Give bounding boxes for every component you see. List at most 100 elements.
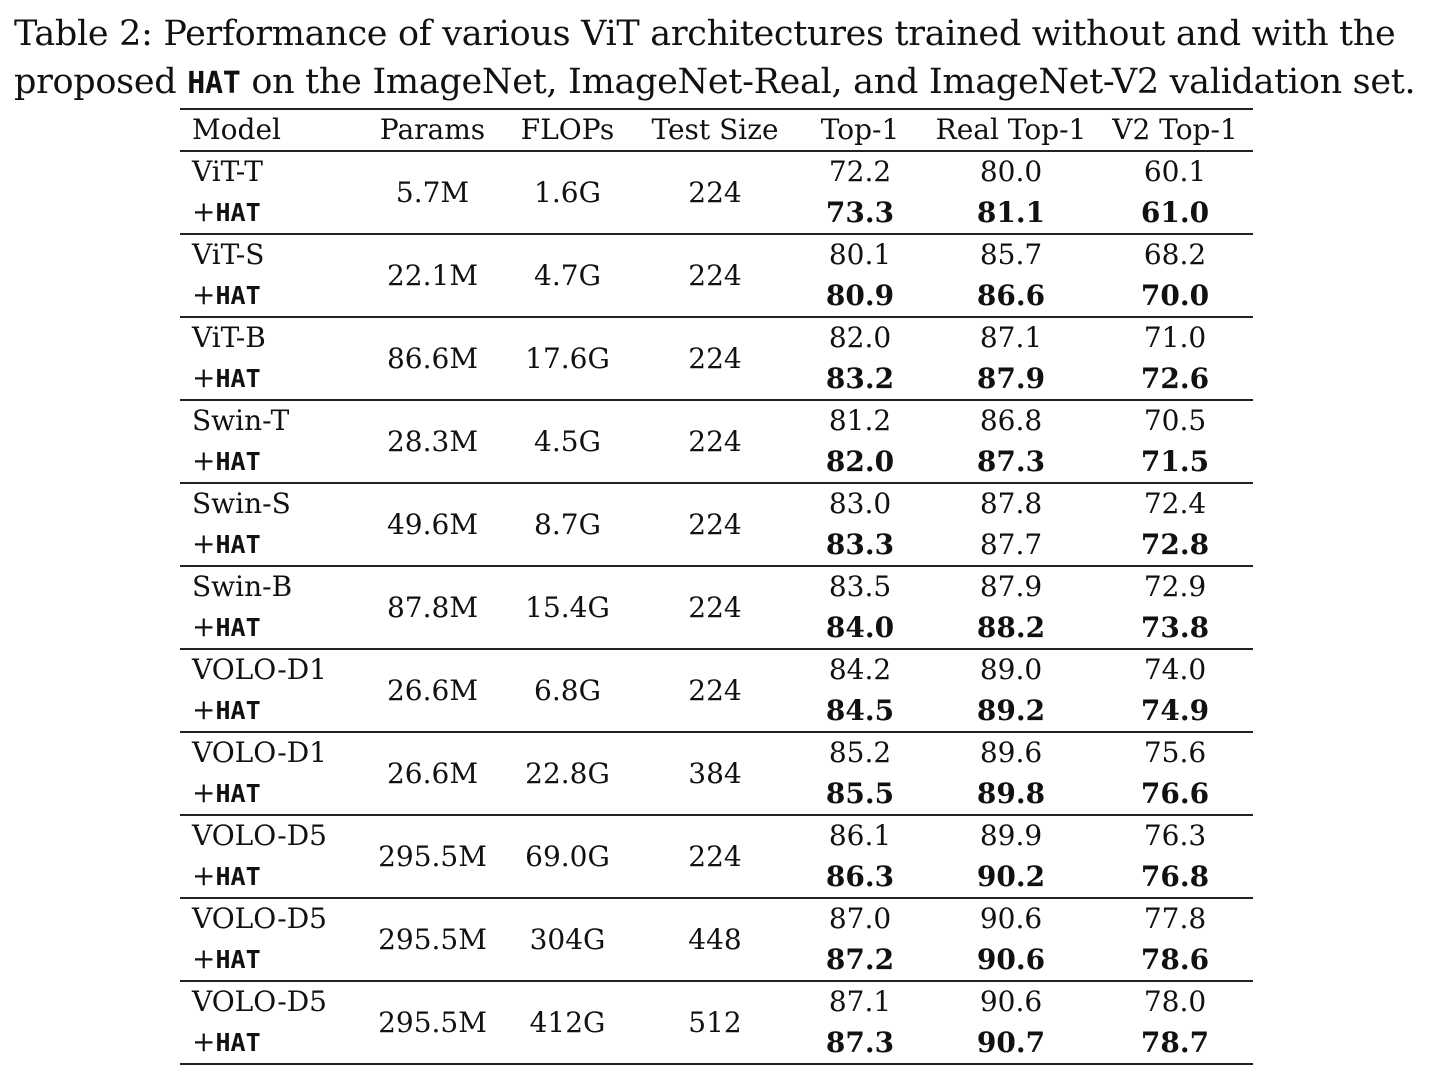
table-row-hat: +HAT 80.9 86.6 70.0: [180, 275, 1253, 318]
params-cell: 28.3M: [365, 400, 500, 484]
hat-top1-cell: 86.3: [795, 856, 925, 899]
v2-top1-cell: 71.0: [1143, 321, 1207, 354]
hat-top1-cell: 73.3: [795, 192, 925, 235]
v2-top1-cell: 76.3: [1143, 819, 1207, 852]
hat-plus-sign: +: [192, 1025, 216, 1058]
test-size-cell: 384: [635, 732, 795, 816]
hat-method-name: HAT: [215, 613, 261, 642]
header-flops: FLOPs: [500, 108, 635, 152]
header-top1: Top-1: [795, 108, 925, 152]
table-row-base: VOLO-D1 26.6M 6.8G 224 84.2 89.0 74.0: [180, 649, 1253, 733]
hat-top1-cell: 84.5: [795, 690, 925, 733]
test-size-cell: 224: [635, 234, 795, 318]
top1-cell: 87.0: [828, 902, 892, 935]
flops-cell: 4.7G: [500, 234, 635, 318]
real-top1-cell: 89.6: [979, 736, 1043, 769]
table-row-hat: +HAT 85.5 89.8 76.6: [180, 773, 1253, 816]
model-name-cell: VOLO-D5: [192, 985, 327, 1018]
table-row-base: Swin-S 49.6M 8.7G 224 83.0 87.8 72.4: [180, 483, 1253, 567]
header-model: Model: [180, 108, 365, 152]
hat-plus-sign: +: [192, 527, 216, 560]
test-size-cell: 448: [635, 898, 795, 982]
hat-method-name: HAT: [215, 945, 261, 974]
caption-suffix: on the ImageNet, ImageNet-Real, and Imag…: [240, 62, 1416, 102]
table-row-hat: +HAT 84.0 88.2 73.8: [180, 607, 1253, 650]
hat-real-top1-cell: 87.3: [925, 441, 1097, 484]
v2-top1-cell: 78.0: [1143, 985, 1207, 1018]
params-cell: 5.7M: [365, 151, 500, 235]
real-top1-cell: 89.9: [979, 819, 1043, 852]
top1-cell: 86.1: [828, 819, 892, 852]
table-row-hat: +HAT 83.3 87.7 72.8: [180, 524, 1253, 567]
params-cell: 295.5M: [365, 898, 500, 982]
test-size-cell: 224: [635, 815, 795, 899]
hat-model-cell: +HAT: [180, 856, 365, 899]
hat-v2-top1-cell: 78.7: [1097, 1022, 1253, 1065]
hat-top1-cell: 87.2: [795, 939, 925, 982]
params-cell: 49.6M: [365, 483, 500, 567]
top1-cell: 72.2: [828, 155, 892, 188]
top1-cell: 87.1: [828, 985, 892, 1018]
hat-model-cell: +HAT: [180, 773, 365, 816]
v2-top1-cell: 74.0: [1143, 653, 1207, 686]
hat-real-top1-cell: 90.2: [925, 856, 1097, 899]
header-real-top1: Real Top-1: [925, 108, 1097, 152]
hat-v2-top1-cell: 72.8: [1097, 524, 1253, 567]
model-name-cell: VOLO-D5: [192, 819, 327, 852]
hat-v2-top1-cell: 72.6: [1097, 358, 1253, 401]
test-size-cell: 224: [635, 400, 795, 484]
v2-top1-cell: 70.5: [1143, 404, 1207, 437]
test-size-cell: 224: [635, 649, 795, 733]
flops-cell: 22.8G: [500, 732, 635, 816]
table-caption: Table 2: Performance of various ViT arch…: [14, 10, 1426, 108]
hat-v2-top1-cell: 70.0: [1097, 275, 1253, 318]
params-cell: 26.6M: [365, 649, 500, 733]
hat-v2-top1-cell: 74.9: [1097, 690, 1253, 733]
real-top1-cell: 90.6: [979, 902, 1043, 935]
params-cell: 295.5M: [365, 815, 500, 899]
top1-cell: 82.0: [828, 321, 892, 354]
flops-cell: 8.7G: [500, 483, 635, 567]
model-name-cell: VOLO-D5: [192, 902, 327, 935]
model-name-cell: Swin-B: [192, 570, 293, 603]
table-row-hat: +HAT 83.2 87.9 72.6: [180, 358, 1253, 401]
real-top1-cell: 87.8: [979, 487, 1043, 520]
hat-real-top1-cell: 89.2: [925, 690, 1097, 733]
table-row-base: VOLO-D5 295.5M 412G 512 87.1 90.6 78.0: [180, 981, 1253, 1065]
hat-top1-cell: 80.9: [795, 275, 925, 318]
hat-v2-top1-cell: 71.5: [1097, 441, 1253, 484]
hat-model-cell: +HAT: [180, 358, 365, 401]
hat-model-cell: +HAT: [180, 690, 365, 733]
hat-plus-sign: +: [192, 776, 216, 809]
flops-cell: 304G: [500, 898, 635, 982]
params-cell: 26.6M: [365, 732, 500, 816]
caption-prefix: Table 2: Performance of various ViT arch…: [14, 14, 1396, 102]
real-top1-cell: 90.6: [979, 985, 1043, 1018]
hat-model-cell: +HAT: [180, 939, 365, 982]
hat-v2-top1-cell: 78.6: [1097, 939, 1253, 982]
hat-model-cell: +HAT: [180, 192, 365, 235]
hat-real-top1-cell: 81.1: [925, 192, 1097, 235]
model-name-cell: ViT-T: [192, 155, 263, 188]
test-size-cell: 512: [635, 981, 795, 1065]
test-size-cell: 224: [635, 151, 795, 235]
flops-cell: 69.0G: [500, 815, 635, 899]
real-top1-cell: 86.8: [979, 404, 1043, 437]
hat-v2-top1-cell: 76.8: [1097, 856, 1253, 899]
hat-model-cell: +HAT: [180, 1022, 365, 1065]
flops-cell: 6.8G: [500, 649, 635, 733]
hat-top1-cell: 83.3: [795, 524, 925, 567]
real-top1-cell: 85.7: [979, 238, 1043, 271]
table-row-base: VOLO-D5 295.5M 304G 448 87.0 90.6 77.8: [180, 898, 1253, 982]
v2-top1-cell: 77.8: [1143, 902, 1207, 935]
hat-real-top1-cell: 88.2: [925, 607, 1097, 650]
v2-top1-cell: 60.1: [1143, 155, 1207, 188]
top1-cell: 83.0: [828, 487, 892, 520]
hat-method-name: HAT: [215, 281, 261, 310]
table-body: ViT-T 5.7M 1.6G 224 72.2 80.0 60.1 +HAT 73.3 81.1…: [180, 151, 1253, 1065]
v2-top1-cell: 72.4: [1143, 487, 1207, 520]
v2-top1-cell: 72.9: [1143, 570, 1207, 603]
hat-model-cell: +HAT: [180, 607, 365, 650]
test-size-cell: 224: [635, 483, 795, 567]
hat-plus-sign: +: [192, 942, 216, 975]
